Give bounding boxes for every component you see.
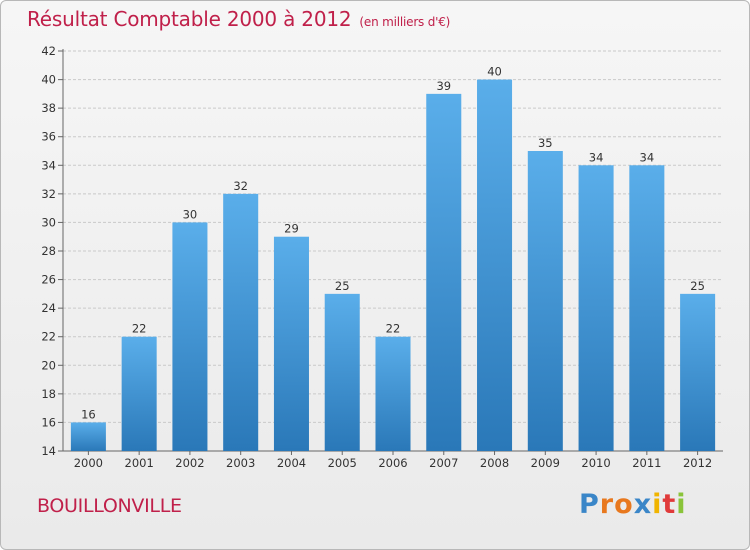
bar-2009 [527,151,563,451]
x-tick-label-2011: 2011 [632,456,661,470]
chart-title: Résultat Comptable 2000 à 2012 (en millie… [27,7,450,31]
y-tick-label: 16 [41,415,56,429]
y-tick-label: 30 [41,215,56,229]
logo-letter: P [579,489,600,520]
x-tick-label-2009: 2009 [531,456,560,470]
y-tick-label: 14 [41,444,56,458]
logo-letter: o [614,489,634,520]
y-tick-label: 34 [41,158,56,172]
value-label-2005: 25 [335,279,350,293]
bar-2010 [578,165,614,452]
y-tick-label: 38 [41,101,56,115]
x-tick-label-2001: 2001 [125,456,154,470]
value-label-2009: 35 [538,136,553,150]
x-tick-label-2010: 2010 [581,456,610,470]
value-label-2003: 32 [233,179,248,193]
bar-2006 [375,336,411,451]
value-label-2006: 22 [386,322,401,336]
bar-layer [70,79,716,452]
value-label-2008: 40 [487,65,502,79]
bar-2001 [121,336,157,451]
x-tick-label-2005: 2005 [328,456,357,470]
x-tick-label-2004: 2004 [277,456,306,470]
value-label-2012: 25 [690,279,705,293]
value-label-2000: 16 [81,407,96,421]
x-tick-label-2006: 2006 [378,456,407,470]
bar-2005 [324,293,360,451]
y-tick-label: 26 [41,273,56,287]
value-label-2001: 22 [132,322,147,336]
y-tick-label: 32 [41,187,56,201]
bar-2007 [426,93,462,451]
value-label-2011: 34 [640,150,655,164]
x-tick-label-2003: 2003 [226,456,255,470]
proxiti-logo: Proxiti [579,489,687,520]
bar-2004 [273,236,309,451]
y-tick-label: 20 [41,358,56,372]
bar-2011 [629,165,665,452]
y-tick-label: 24 [41,301,56,315]
label-layer: 2000 16 2001 22 2002 30 2003 32 2004 29 2005 25 2006… [74,65,713,470]
location-name: BOUILLONVILLE [37,495,182,517]
x-tick-label-2008: 2008 [480,456,509,470]
value-label-2002: 30 [183,207,198,221]
bar-2008 [477,79,513,452]
bar-2012 [680,293,716,451]
value-label-2010: 34 [589,150,604,164]
value-label-2007: 39 [436,79,451,93]
y-tick-label: 36 [41,130,56,144]
y-tick-label: 22 [41,330,56,344]
y-tick-label: 42 [41,44,56,58]
logo-letter: t [662,489,677,520]
logo-letter: x [633,489,653,520]
y-tick-label: 40 [41,73,56,87]
logo-letter: r [599,489,615,520]
value-label-2004: 29 [284,222,299,236]
logo-letter: i [676,489,687,520]
x-tick-label-2012: 2012 [683,456,712,470]
x-tick-label-2000: 2000 [74,456,103,470]
bar-2002 [172,222,208,451]
chart-title-text: Résultat Comptable 2000 à 2012 [27,7,352,31]
x-tick-label-2007: 2007 [429,456,458,470]
y-tick-label: 18 [41,387,56,401]
bar-2000 [70,422,106,451]
chart-unit-note: (en milliers d'€) [359,15,451,29]
y-tick-label: 28 [41,244,56,258]
logo-letter: i [652,489,663,520]
x-tick-label-2002: 2002 [175,456,204,470]
bar-2003 [223,193,259,451]
